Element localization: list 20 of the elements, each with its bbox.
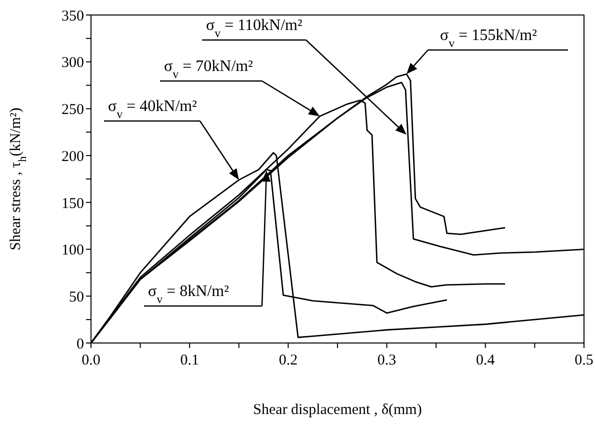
text: σ$_{v}$ = 40kN/m² bbox=[108, 98, 198, 121]
x-tick-label: 0.4 bbox=[476, 352, 496, 369]
x-tick-label: 0.0 bbox=[82, 352, 100, 369]
text: σ$_{v}$ = 155kN/m² bbox=[440, 27, 538, 50]
x-axis-title: Shear displacement , δ(mm) bbox=[253, 402, 422, 418]
x-tick-label: 0.2 bbox=[278, 352, 298, 369]
x-tick-label: 0.5 bbox=[574, 352, 594, 369]
y-tick-label: 350 bbox=[62, 8, 84, 24]
y-tick-label: 200 bbox=[62, 148, 84, 165]
y-tick-label: 250 bbox=[62, 102, 84, 118]
text: σ$_{v}$ = 70kN/m² bbox=[164, 58, 254, 81]
y-tick-label: 150 bbox=[62, 196, 84, 212]
y-tick-label: 0 bbox=[76, 336, 84, 352]
y-tick-label: 100 bbox=[62, 242, 84, 259]
y-tick-label: 300 bbox=[62, 55, 84, 72]
text: σ$_{v}$ = 110kN/m² bbox=[206, 17, 302, 40]
x-tick-label: 0.1 bbox=[180, 352, 199, 369]
y-tick-label: 50 bbox=[69, 289, 84, 306]
x-tick-label: 0.3 bbox=[377, 352, 396, 369]
series-label: σ$_{v}$ = 8kN/m² bbox=[148, 283, 230, 306]
